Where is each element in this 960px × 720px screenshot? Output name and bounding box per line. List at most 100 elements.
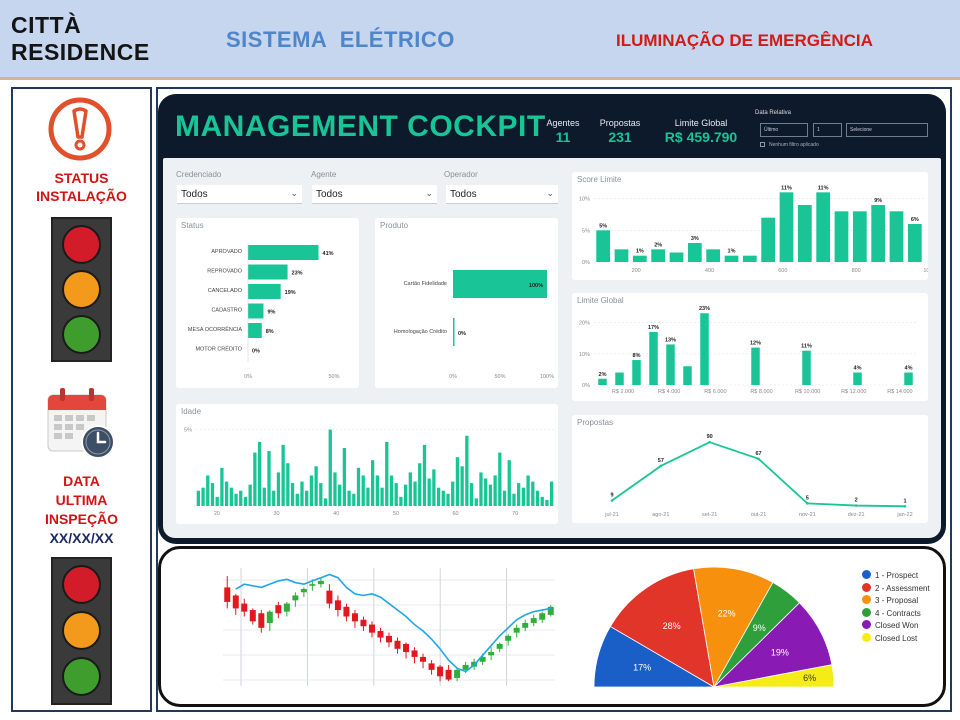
limite-global-chart: 0% 10% 20% 2% 8% 17% 13% 23% 12% 11% 4% 4% R$ 2.000 R… [579, 306, 917, 395]
candle-body [292, 595, 299, 601]
category-label: REPROVADO [207, 269, 242, 275]
data-point [903, 504, 907, 508]
bar [375, 475, 380, 506]
date-count-input[interactable]: 1 [813, 123, 842, 137]
candle-body [505, 635, 512, 641]
candle-body [411, 650, 418, 657]
tick-label: 50% [494, 374, 505, 380]
tick-label: R$ 10.000 [795, 389, 820, 395]
legend-item: Closed Lost [862, 632, 918, 643]
checkbox-box[interactable] [760, 142, 765, 148]
bar [632, 255, 647, 262]
bar [276, 472, 281, 506]
bar [196, 490, 201, 506]
data-point [659, 464, 663, 468]
bar [408, 472, 412, 506]
green-lamp [62, 657, 101, 696]
date-filter-label: Data Relativa [755, 110, 792, 116]
bar [493, 475, 497, 506]
status-panel: STATUS INSTALAÇÃO DATA ULTIMA INSPEÇÃO X… [11, 87, 152, 712]
kpi-limite-global: Limite Global R$ 459.790 [664, 118, 738, 145]
tick-label: 5% [582, 228, 590, 234]
bar [342, 447, 347, 506]
bar [521, 487, 526, 506]
candle-body [368, 624, 375, 633]
bar [319, 483, 323, 506]
candle-body [437, 666, 444, 677]
tick-label: jan-22 [896, 512, 912, 518]
tick-label: 20% [579, 321, 590, 327]
candle-body [334, 600, 341, 611]
candle-body [539, 613, 546, 620]
propostas-chart-card: Propostas 9 jul-21 57 ago-21 90 set-21 67 out-2… [572, 415, 928, 523]
data-label: 0% [252, 349, 260, 355]
bar [399, 496, 403, 506]
bar [596, 230, 611, 262]
data-label: 0% [458, 331, 466, 337]
candle-body [224, 587, 231, 602]
bar [413, 481, 417, 506]
bar [248, 264, 288, 280]
candle-body [249, 610, 256, 622]
bar [418, 463, 422, 506]
filter-dropdown-agente[interactable]: Todos ⌄ [312, 185, 437, 204]
data-label: 3% [691, 236, 699, 242]
bar [540, 496, 544, 506]
data-label: 5% [599, 223, 607, 229]
bar [517, 483, 521, 506]
brand-logo-text: CITTÀ RESIDENCE [11, 12, 150, 66]
date-unit-dropdown[interactable]: Selecione [846, 123, 928, 137]
legend-swatch [862, 620, 871, 629]
tick-label: R$ 2.000 [612, 389, 634, 395]
category-label: MOTOR CRÉDITO [195, 346, 242, 353]
tick-label: 100% [540, 374, 554, 380]
legend-label: Closed Won [875, 621, 919, 630]
tick-label: R$ 8.000 [750, 389, 772, 395]
category-label: MESA OCORRÊNCIA [188, 325, 242, 333]
bar [394, 483, 398, 506]
bar [309, 475, 314, 506]
data-label: 57 [658, 458, 664, 464]
no-filter-checkbox[interactable]: Nenhum filtro aplicado [760, 142, 819, 148]
alert-circle-icon [48, 97, 112, 161]
filter-dropdown-operador[interactable]: Todos ⌄ [446, 185, 558, 204]
bar [432, 469, 436, 506]
data-label: 6% [911, 217, 919, 223]
amber-lamp [62, 611, 101, 650]
data-point [854, 504, 858, 507]
bar [451, 481, 455, 506]
filter-value: Todos [316, 189, 343, 200]
bar [248, 245, 319, 260]
bar [446, 493, 450, 506]
legend-item: 4 - Contracts [862, 607, 921, 618]
data-label: 8% [266, 329, 274, 335]
tick-label: 50% [328, 374, 339, 380]
data-label: 19% [285, 290, 296, 296]
tick-label: set-21 [702, 512, 717, 518]
chevron-down-icon: ⌄ [290, 188, 298, 198]
tick-label: 800 [852, 268, 861, 274]
data-label: 17% [648, 325, 659, 331]
tick-label: ago-21 [652, 512, 669, 518]
propostas-line-chart: 9 jul-21 57 ago-21 90 set-21 67 out-21 5 nov-21 2 d… [604, 434, 912, 518]
moving-average-line [235, 573, 551, 673]
legend-label: Closed Lost [875, 633, 918, 643]
bar [295, 493, 299, 506]
bar [779, 192, 794, 262]
category-label: Cartão Fidelidade [404, 281, 447, 287]
brand-line-2: RESIDENCE [11, 39, 150, 65]
candle-body [377, 631, 384, 638]
data-label: 11% [818, 185, 829, 191]
bar [267, 451, 271, 506]
tick-label: 1000 [923, 268, 928, 274]
bar [502, 490, 507, 506]
bar [455, 457, 460, 506]
data-label: 9% [874, 198, 882, 204]
bar [272, 490, 276, 506]
candle-body [241, 603, 248, 612]
filter-dropdown-credenciado[interactable]: Todos ⌄ [177, 185, 302, 204]
bar [816, 192, 831, 262]
bar [257, 441, 262, 506]
date-period-dropdown[interactable]: Último [760, 123, 808, 137]
data-point [806, 502, 809, 505]
